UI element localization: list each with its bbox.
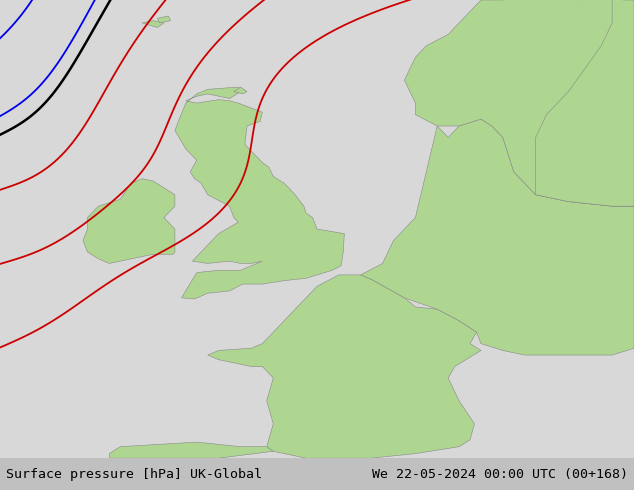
Polygon shape — [536, 0, 634, 206]
Polygon shape — [234, 87, 247, 94]
Text: Surface pressure [hPa] UK-Global: Surface pressure [hPa] UK-Global — [6, 468, 262, 481]
Polygon shape — [157, 16, 171, 23]
Polygon shape — [109, 442, 273, 458]
Polygon shape — [83, 179, 175, 264]
Polygon shape — [404, 0, 634, 206]
Polygon shape — [142, 21, 164, 27]
Polygon shape — [175, 87, 344, 299]
Polygon shape — [208, 275, 481, 458]
Text: We 22-05-2024 00:00 UTC (00+168): We 22-05-2024 00:00 UTC (00+168) — [372, 468, 628, 481]
Polygon shape — [361, 119, 634, 355]
